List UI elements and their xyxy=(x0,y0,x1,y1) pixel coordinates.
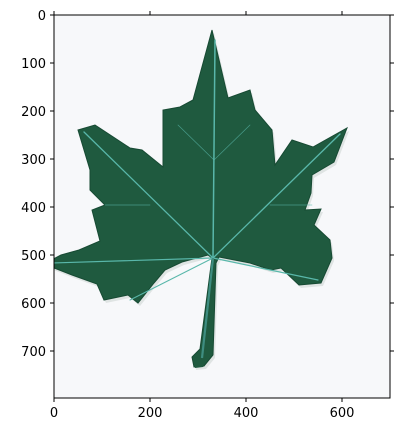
y-tick-label-600: 600 xyxy=(21,297,46,312)
leaf-stem xyxy=(200,257,215,359)
y-ticks-left xyxy=(50,14,54,352)
stem-tip xyxy=(194,357,205,368)
x-tick-label-600: 600 xyxy=(330,406,355,421)
x-tick-label-0: 0 xyxy=(50,406,58,421)
x-tick-label-200: 200 xyxy=(138,406,163,421)
y-tick-label-100: 100 xyxy=(21,57,46,72)
leaf-image xyxy=(54,29,349,370)
y-tick-label-0: 0 xyxy=(38,9,46,24)
y-tick-label-300: 300 xyxy=(21,153,46,168)
x-tick-label-400: 400 xyxy=(234,406,259,421)
y-tick-label-400: 400 xyxy=(21,201,46,216)
y-tick-label-700: 700 xyxy=(21,345,46,360)
y-tick-label-500: 500 xyxy=(21,249,46,264)
leaf-veins xyxy=(54,39,341,301)
x-ticks-top xyxy=(53,11,343,15)
y-tick-label-200: 200 xyxy=(21,105,46,120)
x-ticks-bottom xyxy=(53,398,343,402)
leaf-blade xyxy=(54,29,348,368)
y-ticks-right xyxy=(390,14,394,352)
